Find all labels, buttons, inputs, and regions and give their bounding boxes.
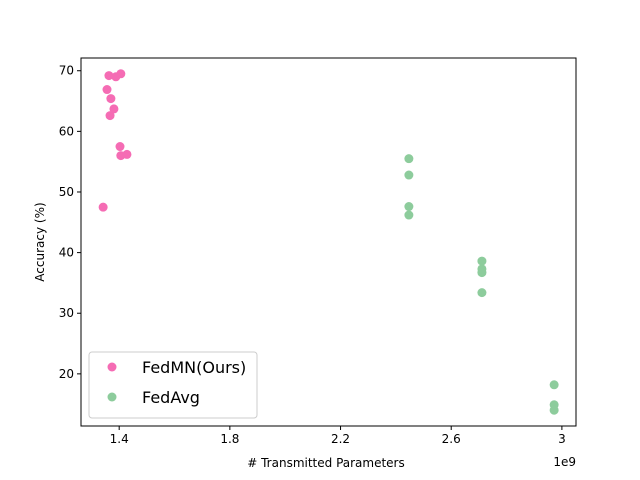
point (102, 85, 112, 95)
point (477, 288, 487, 298)
x-offset-label: 1e9 (553, 455, 576, 469)
x-tick-label: 2.2 (331, 432, 350, 446)
point (404, 170, 414, 180)
point (116, 69, 126, 79)
x-tick-label: 1.8 (220, 432, 239, 446)
x-tick-label: 1.4 (110, 432, 129, 446)
point (115, 142, 125, 152)
legend-marker (107, 392, 117, 402)
point (104, 71, 114, 81)
y-tick-label: 70 (59, 64, 74, 78)
point (404, 154, 414, 164)
point (404, 202, 414, 212)
y-tick-label: 20 (59, 367, 74, 381)
point (404, 210, 414, 220)
point (549, 380, 559, 390)
y-tick-label: 50 (59, 185, 74, 199)
axes-frame (80, 57, 577, 427)
y-tick-label: 30 (59, 306, 74, 320)
point (122, 149, 132, 159)
x-tick-label: 3 (558, 432, 566, 446)
x-axis-label: # Transmitted Parameters (247, 456, 405, 470)
y-axis-label: Accuracy (%) (33, 202, 47, 281)
point (109, 104, 119, 114)
legend-box (88, 351, 258, 419)
x-tick-label: 2.6 (442, 432, 461, 446)
legend-label: FedAvg (142, 388, 200, 407)
point (105, 111, 115, 121)
y-tick-label: 40 (59, 246, 74, 260)
point (98, 202, 108, 212)
point (106, 94, 116, 104)
point (477, 268, 487, 278)
point (477, 256, 487, 266)
legend-label: FedMN(Ours) (142, 358, 246, 377)
legend-marker (107, 362, 117, 372)
point (549, 405, 559, 415)
y-tick-label: 60 (59, 124, 74, 138)
